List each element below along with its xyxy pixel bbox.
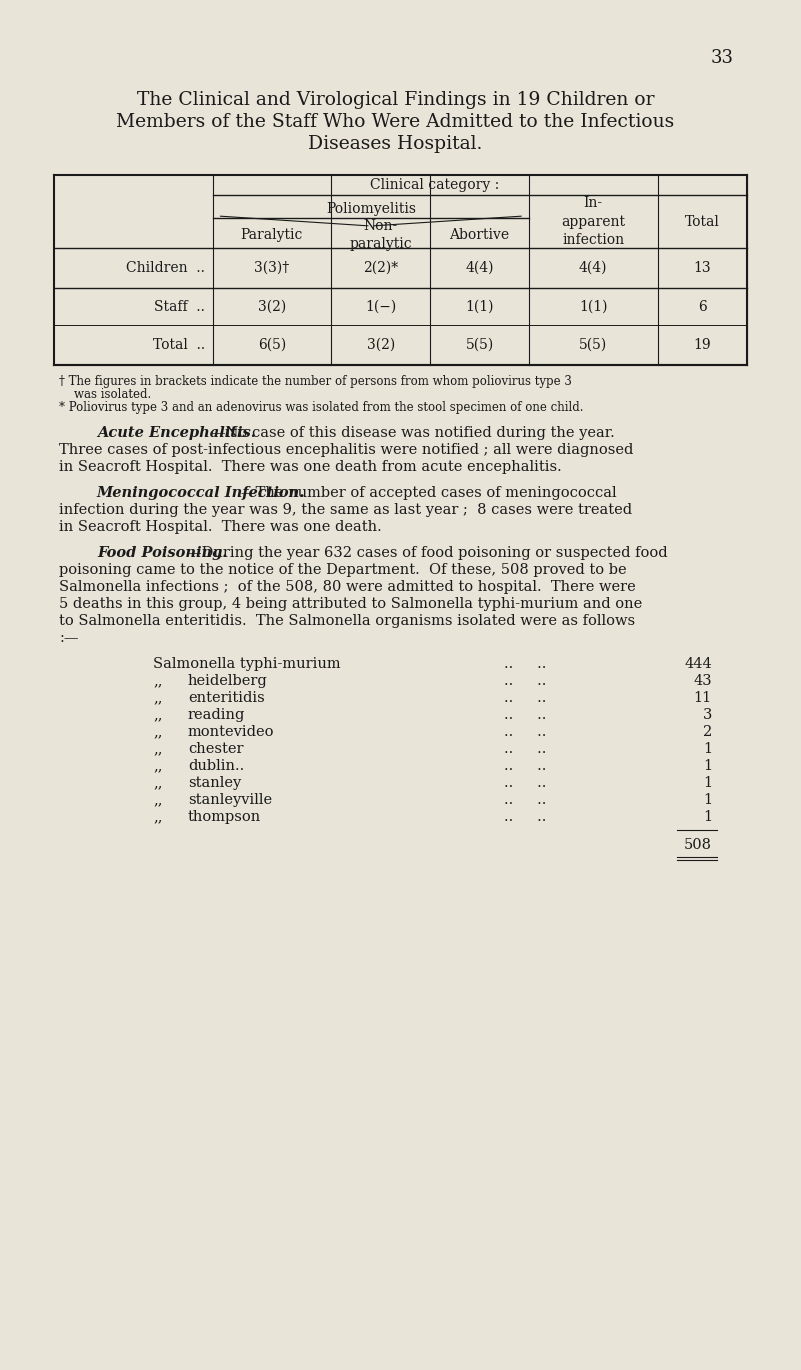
Text: Children  ..: Children .. bbox=[126, 262, 205, 275]
Text: ..   ..: .. .. bbox=[505, 674, 546, 688]
Text: reading: reading bbox=[188, 708, 245, 722]
Text: Non-
paralytic: Non- paralytic bbox=[349, 219, 412, 251]
Text: stanley: stanley bbox=[188, 775, 241, 790]
Text: The Clinical and Virological Findings in 19 Children or: The Clinical and Virological Findings in… bbox=[137, 90, 654, 110]
Text: 2: 2 bbox=[702, 725, 712, 738]
Text: Meningococcal Infection.: Meningococcal Infection. bbox=[97, 486, 305, 500]
Text: in Seacroft Hospital.  There was one death.: in Seacroft Hospital. There was one deat… bbox=[59, 521, 382, 534]
Text: 444: 444 bbox=[684, 658, 712, 671]
Text: Poliomyelitis: Poliomyelitis bbox=[326, 201, 416, 215]
Text: ,,: ,, bbox=[153, 793, 163, 807]
Text: 1: 1 bbox=[702, 810, 712, 823]
Text: thompson: thompson bbox=[188, 810, 261, 823]
Text: 3(2): 3(2) bbox=[367, 338, 395, 352]
Text: 13: 13 bbox=[693, 262, 710, 275]
Text: * Poliovirus type 3 and an adenovirus was isolated from the stool specimen of on: * Poliovirus type 3 and an adenovirus wa… bbox=[59, 401, 584, 414]
Text: ,,: ,, bbox=[153, 743, 163, 756]
Text: ..   ..: .. .. bbox=[505, 793, 546, 807]
Text: chester: chester bbox=[188, 743, 244, 756]
Text: Members of the Staff Who Were Admitted to the Infectious: Members of the Staff Who Were Admitted t… bbox=[116, 112, 674, 132]
Text: 1(1): 1(1) bbox=[579, 300, 607, 314]
Text: montevideo: montevideo bbox=[188, 725, 275, 738]
Text: † The figures in brackets indicate the number of persons from whom poliovirus ty: † The figures in brackets indicate the n… bbox=[59, 375, 572, 388]
Text: 33: 33 bbox=[710, 49, 734, 67]
Text: ,,: ,, bbox=[153, 708, 163, 722]
Text: 4(4): 4(4) bbox=[579, 262, 607, 275]
Text: ..   ..: .. .. bbox=[505, 775, 546, 790]
Text: 1: 1 bbox=[702, 775, 712, 790]
Text: ..   ..: .. .. bbox=[505, 708, 546, 722]
Text: ..   ..: .. .. bbox=[505, 658, 546, 671]
Text: in Seacroft Hospital.  There was one death from acute encephalitis.: in Seacroft Hospital. There was one deat… bbox=[59, 460, 562, 474]
Text: Clinical category :: Clinical category : bbox=[370, 178, 500, 192]
Text: ,,: ,, bbox=[153, 674, 163, 688]
Text: Total  ..: Total .. bbox=[152, 338, 205, 352]
Text: ,,: ,, bbox=[153, 810, 163, 823]
Text: :—: :— bbox=[59, 632, 78, 645]
Text: Salmonella typhi-murium: Salmonella typhi-murium bbox=[153, 658, 341, 671]
Text: ,,: ,, bbox=[153, 725, 163, 738]
Text: 19: 19 bbox=[693, 338, 710, 352]
Text: 2(2)*: 2(2)* bbox=[363, 262, 398, 275]
Text: was isolated.: was isolated. bbox=[59, 388, 151, 401]
Text: 6: 6 bbox=[698, 300, 706, 314]
Text: ..   ..: .. .. bbox=[505, 690, 546, 706]
Text: 5(5): 5(5) bbox=[579, 338, 607, 352]
Text: 508: 508 bbox=[684, 838, 712, 852]
Text: ..   ..: .. .. bbox=[505, 725, 546, 738]
Text: 6(5): 6(5) bbox=[258, 338, 286, 352]
Text: heidelberg: heidelberg bbox=[188, 674, 268, 688]
Text: enteritidis: enteritidis bbox=[188, 690, 264, 706]
Text: Acute Encephalitis.: Acute Encephalitis. bbox=[97, 426, 256, 440]
Text: Food Poisoning.: Food Poisoning. bbox=[97, 547, 227, 560]
Text: —During the year 632 cases of food poisoning or suspected food: —During the year 632 cases of food poiso… bbox=[187, 547, 668, 560]
Text: dublin..: dublin.. bbox=[188, 759, 244, 773]
Text: ..   ..: .. .. bbox=[505, 759, 546, 773]
Text: Salmonella infections ;  of the 508, 80 were admitted to hospital.  There were: Salmonella infections ; of the 508, 80 w… bbox=[59, 580, 636, 595]
Text: 3(3)†: 3(3)† bbox=[254, 262, 289, 275]
Text: 1(1): 1(1) bbox=[465, 300, 493, 314]
Text: 11: 11 bbox=[694, 690, 712, 706]
Text: 1(−): 1(−) bbox=[365, 300, 396, 314]
Text: 1: 1 bbox=[702, 793, 712, 807]
Text: In-
apparent
infection: In- apparent infection bbox=[562, 196, 626, 247]
Text: ,,: ,, bbox=[153, 690, 163, 706]
Text: 3: 3 bbox=[702, 708, 712, 722]
Text: to Salmonella enteritidis.  The Salmonella organisms isolated were as follows: to Salmonella enteritidis. The Salmonell… bbox=[59, 614, 635, 627]
Text: 4(4): 4(4) bbox=[465, 262, 493, 275]
Text: ,,: ,, bbox=[153, 775, 163, 790]
Text: Three cases of post-infectious encephalitis were notified ; all were diagnosed: Three cases of post-infectious encephali… bbox=[59, 443, 634, 458]
Text: Total: Total bbox=[685, 215, 719, 229]
Text: ..   ..: .. .. bbox=[505, 810, 546, 823]
Text: Abortive: Abortive bbox=[449, 227, 509, 242]
Text: Diseases Hospital.: Diseases Hospital. bbox=[308, 136, 483, 153]
Text: 1: 1 bbox=[702, 759, 712, 773]
Text: 43: 43 bbox=[694, 674, 712, 688]
Text: poisoning came to the notice of the Department.  Of these, 508 proved to be: poisoning came to the notice of the Depa… bbox=[59, 563, 627, 577]
Text: Staff  ..: Staff .. bbox=[154, 300, 205, 314]
Text: infection during the year was 9, the same as last year ;  8 cases were treated: infection during the year was 9, the sam… bbox=[59, 503, 633, 516]
Text: —No case of this disease was notified during the year.: —No case of this disease was notified du… bbox=[211, 426, 615, 440]
Text: 1: 1 bbox=[702, 743, 712, 756]
Text: —The number of accepted cases of meningococcal: —The number of accepted cases of meningo… bbox=[241, 486, 617, 500]
Text: stanleyville: stanleyville bbox=[188, 793, 272, 807]
Text: 5 deaths in this group, 4 being attributed to Salmonella typhi-murium and one: 5 deaths in this group, 4 being attribut… bbox=[59, 597, 642, 611]
Text: 5(5): 5(5) bbox=[465, 338, 493, 352]
Text: Paralytic: Paralytic bbox=[241, 227, 303, 242]
Text: ..   ..: .. .. bbox=[505, 743, 546, 756]
Text: 3(2): 3(2) bbox=[258, 300, 286, 314]
Text: ,,: ,, bbox=[153, 759, 163, 773]
